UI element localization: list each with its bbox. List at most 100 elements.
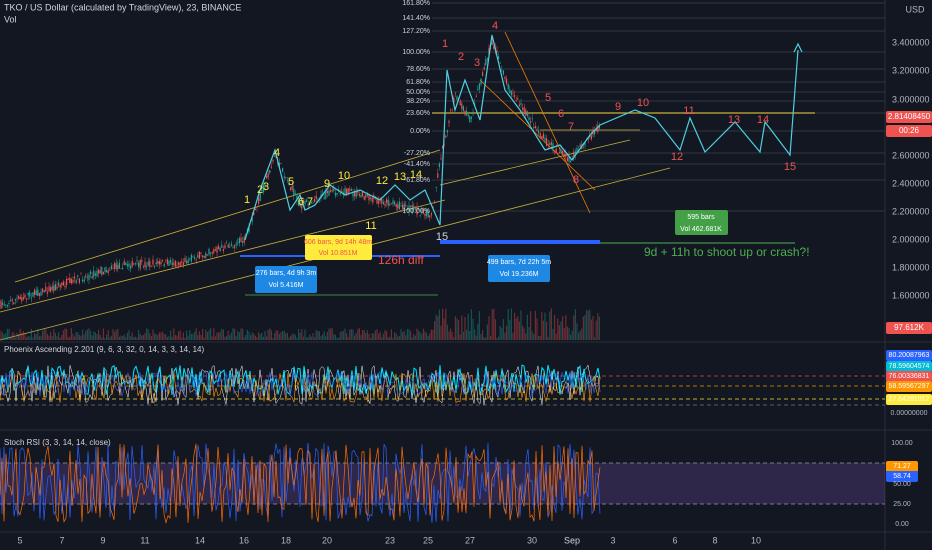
volume-bar — [186, 330, 188, 340]
volume-bar — [54, 333, 56, 340]
candle-body — [40, 291, 42, 296]
candle-body — [366, 193, 368, 196]
volume-bar — [51, 336, 53, 340]
volume-bar — [598, 316, 600, 340]
candle-body — [533, 127, 535, 129]
volume-bar — [539, 335, 541, 340]
candle-body — [171, 262, 173, 266]
wave-number: 13 — [728, 114, 740, 126]
volume-bar — [117, 328, 119, 340]
candle-body — [274, 156, 276, 157]
diff-label: 126h diff — [378, 253, 424, 267]
volume-bar — [11, 332, 13, 340]
volume-bar — [251, 332, 253, 340]
volume-bar — [339, 332, 341, 340]
volume-bar — [560, 321, 562, 340]
volume-bar — [237, 331, 239, 340]
candle-body — [454, 93, 456, 95]
candle-body — [498, 56, 500, 59]
volume-bar — [581, 328, 583, 340]
candle-body — [515, 100, 517, 101]
volume-bar — [85, 330, 87, 340]
volume-bar — [312, 332, 314, 340]
volume-bar — [414, 335, 416, 340]
candle-body — [197, 255, 199, 258]
countdown: 00:26 — [899, 126, 920, 135]
volume-bar — [29, 336, 31, 340]
volume-bar — [64, 328, 66, 340]
volume-bar — [22, 330, 24, 340]
volume-bar — [384, 330, 386, 340]
candle-body — [18, 296, 20, 299]
indicator-badge — [886, 371, 932, 382]
candle-body — [306, 199, 308, 202]
candle-body — [330, 190, 332, 192]
volume-bar — [291, 333, 293, 340]
indicator-title: Stoch RSI (3, 3, 14, 14, close) — [4, 438, 111, 447]
candle-body — [413, 205, 415, 210]
volume-bar — [547, 337, 549, 340]
indicator-title: Phoenix Ascending 2.201 (9, 6, 3, 32, 0,… — [4, 345, 204, 354]
wave-number: 13 — [394, 171, 406, 183]
candle-body — [109, 270, 111, 271]
volume-bar — [315, 329, 317, 340]
volume-bar — [366, 330, 368, 340]
box-text: 595 bars — [687, 214, 715, 221]
candle-body — [128, 263, 130, 267]
volume-bar — [62, 330, 64, 340]
candle-body — [382, 202, 384, 205]
volume-bar — [590, 319, 592, 340]
volume-bar — [333, 334, 335, 340]
candle-body — [354, 191, 356, 197]
box-text: 276 bars, 4d 9h 3m — [256, 270, 316, 277]
volume-bar — [429, 333, 431, 340]
volume-bar — [165, 334, 167, 340]
candle-body — [45, 286, 47, 292]
candle-body — [80, 274, 82, 275]
candle-body — [130, 266, 132, 269]
candle-body — [149, 260, 151, 267]
candle-body — [579, 144, 581, 148]
candle-body — [446, 130, 448, 133]
volume-bar — [254, 335, 256, 340]
volume-bar — [245, 334, 247, 340]
volume-bar — [171, 336, 173, 340]
candle-body — [483, 67, 485, 70]
candle-body — [67, 278, 69, 280]
volume-bar — [502, 319, 504, 340]
candle-body — [296, 195, 298, 201]
candle-body — [507, 83, 509, 90]
candle-body — [576, 148, 578, 153]
volume-bar — [483, 337, 485, 340]
volume-bar — [139, 333, 141, 340]
candle-body — [166, 259, 168, 265]
time-tick: 5 — [17, 535, 22, 545]
wave-number: 3 — [474, 57, 480, 69]
candle-body — [19, 296, 21, 300]
volume-bar — [402, 332, 404, 340]
wave-number: 14 — [757, 114, 769, 126]
volume-bar — [373, 333, 375, 340]
question: 9d + 11h to shoot up or crash?! — [644, 245, 810, 259]
volume-bar — [336, 337, 338, 340]
volume-bar — [368, 333, 370, 340]
fib-label: -27.20% — [404, 150, 430, 157]
time-tick: 11 — [140, 535, 149, 545]
indicator-badge — [886, 381, 932, 392]
volume-bar — [67, 337, 69, 340]
candle-body — [195, 259, 197, 261]
volume-bar — [2, 332, 4, 340]
indicator-badge — [886, 471, 918, 482]
candle-body — [518, 104, 520, 107]
volume-bar — [432, 329, 434, 340]
volume-bar — [504, 332, 506, 340]
volume-bar — [597, 313, 599, 340]
price-tick: 2.400000 — [892, 178, 930, 188]
candle-body — [523, 107, 525, 114]
time-tick: 10 — [751, 535, 761, 545]
wave-number: 3 — [263, 181, 269, 193]
candle-body — [549, 143, 551, 146]
candle-body — [302, 200, 304, 203]
volume-bar — [550, 308, 552, 340]
volume-bar — [293, 333, 295, 340]
